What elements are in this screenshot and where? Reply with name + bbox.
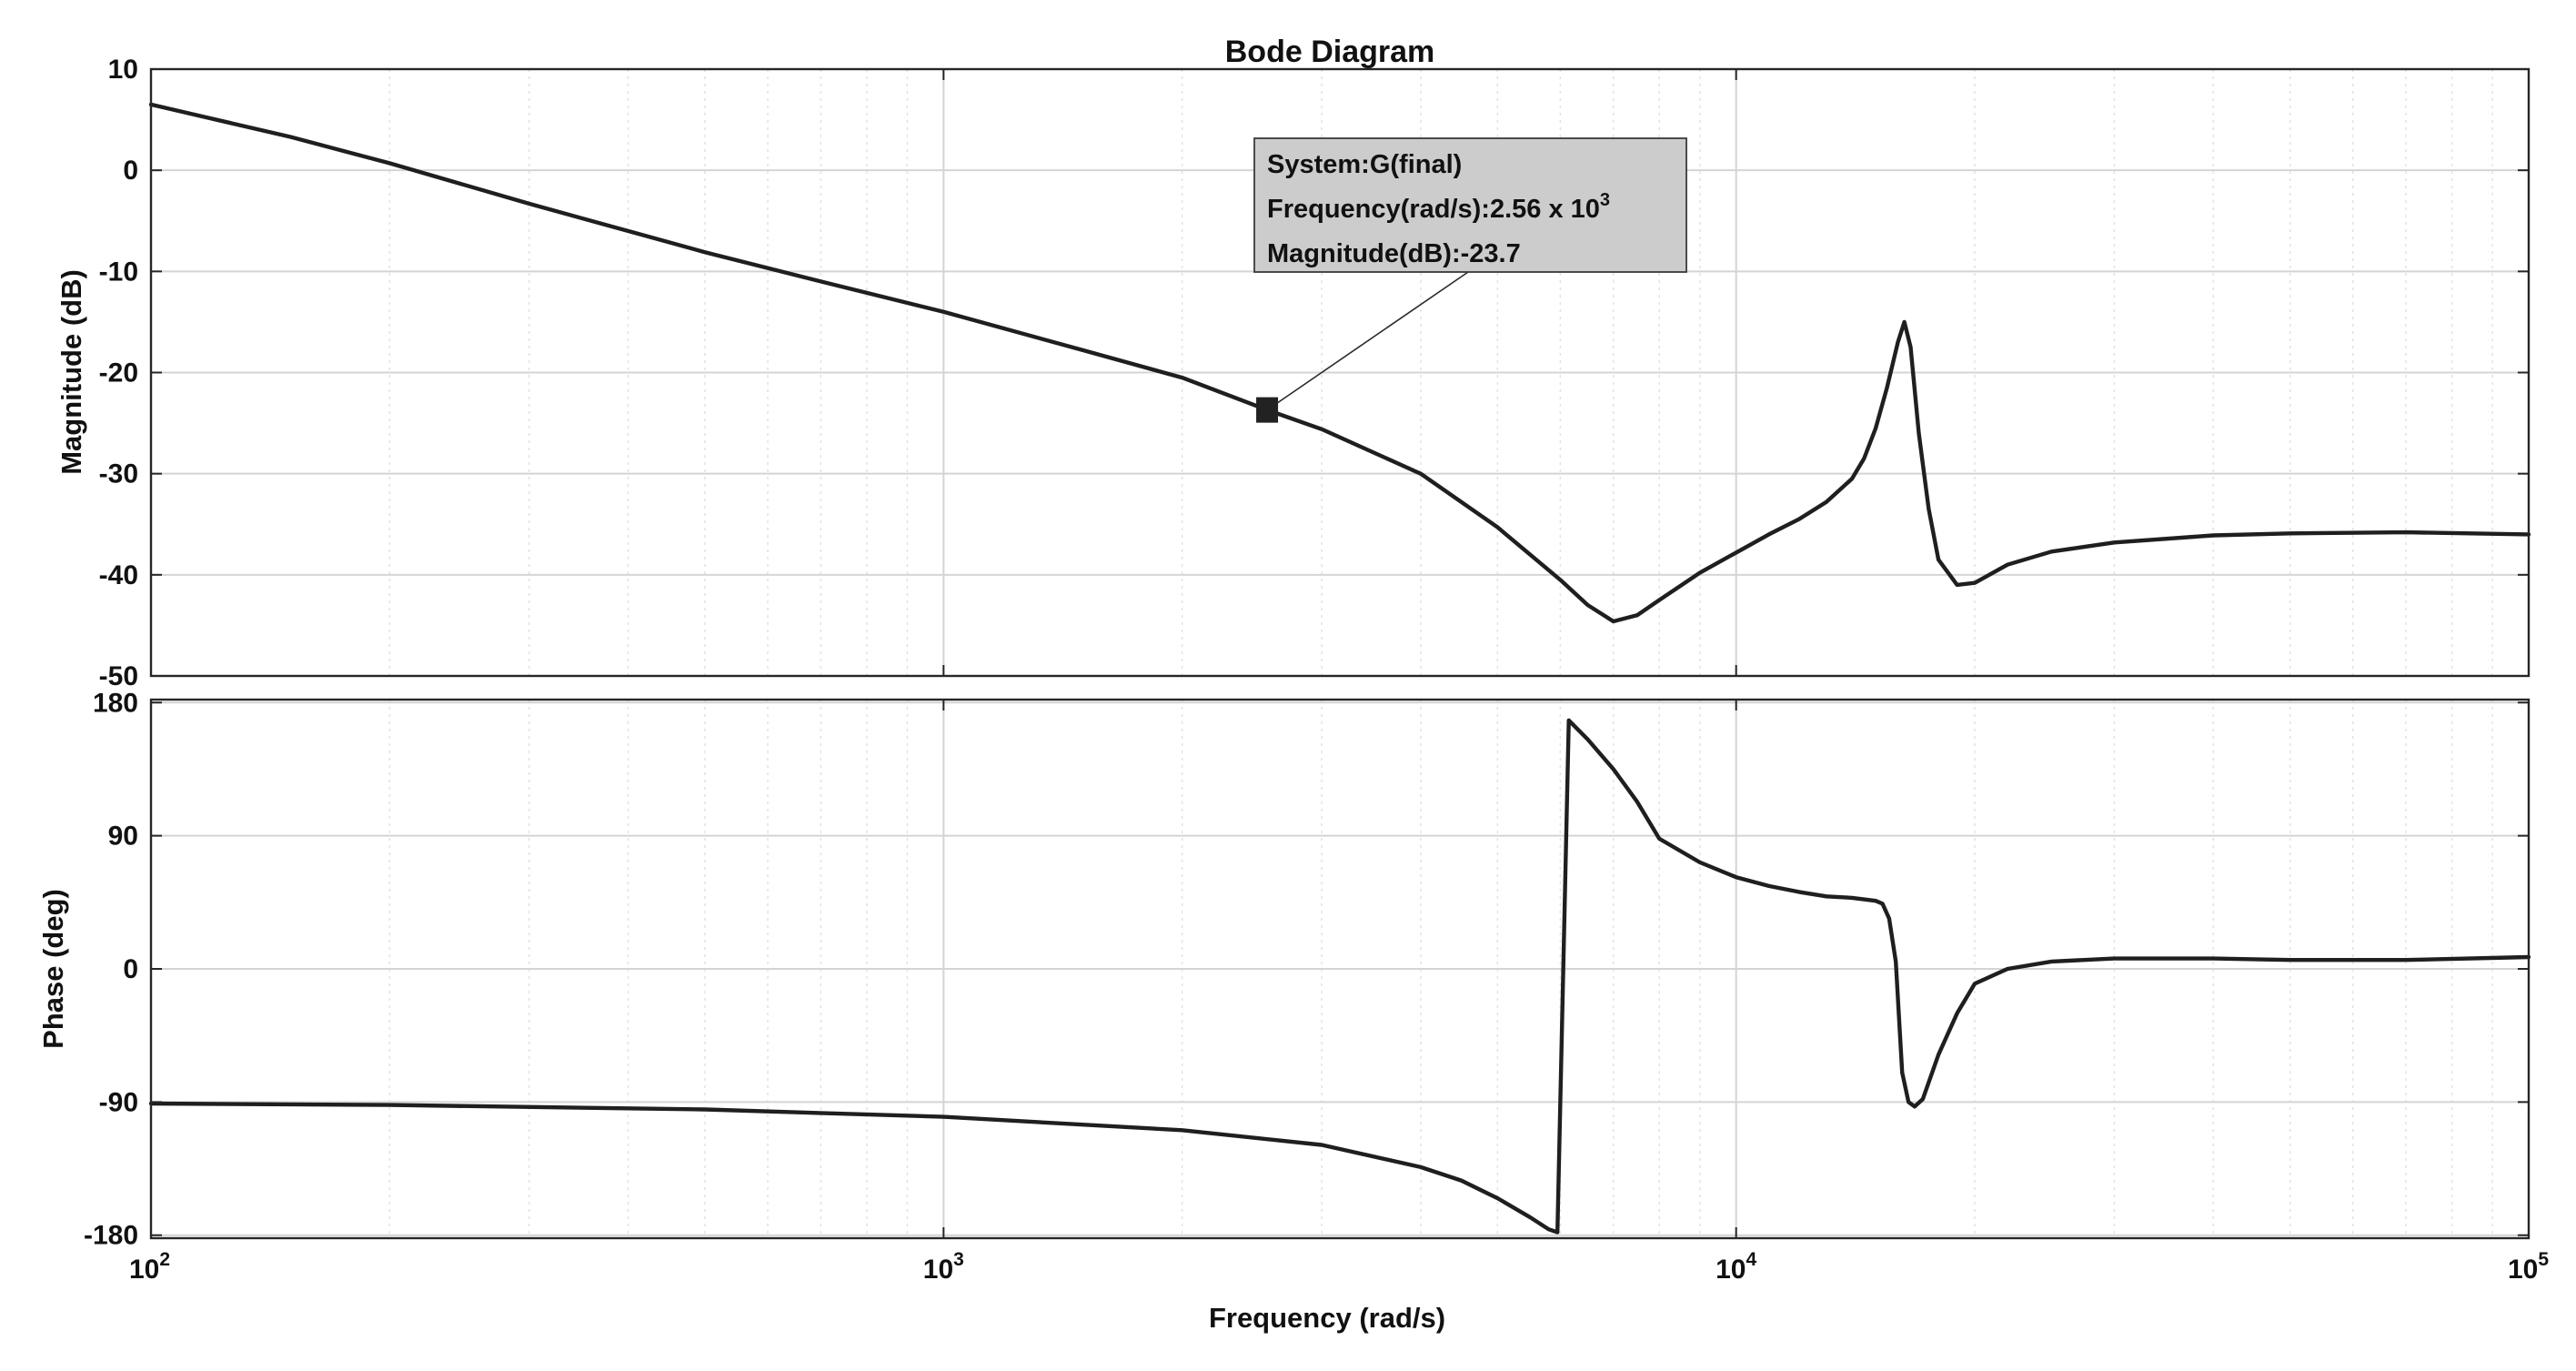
magnitude-datatip[interactable]: System:G(final) Frequency(rad/s):2.56 x 1… — [1253, 137, 1687, 423]
ph-y-tick-label: -90 — [99, 1087, 138, 1117]
datatip-box — [1253, 137, 1687, 273]
datatip-marker — [1256, 397, 1279, 423]
x-tick-label: 102 — [129, 1249, 170, 1285]
phase-y-axis-label: Phase (deg) — [37, 889, 69, 1049]
phase-grid — [150, 700, 2530, 1238]
frequency-x-ticks: 102 103 104 105 — [129, 1249, 2549, 1285]
x-tick-label: 104 — [1716, 1249, 1756, 1285]
magnitude-y-ticks: 10 0 -10 -20 -30 -40 -50 — [99, 55, 2530, 691]
mag-y-tick-label: -20 — [99, 358, 138, 388]
phase-y-ticks: 180 90 0 -90 -180 — [84, 688, 2530, 1251]
datatip-system: System:G(final) — [1267, 150, 1462, 179]
mag-y-tick-label: 10 — [108, 55, 138, 85]
datatip-magnitude: Magnitude(dB):-23.7 — [1267, 239, 1521, 268]
datatip-frequency: Frequency(rad/s):2.56 x 103 — [1267, 190, 1610, 224]
mag-y-tick-label: -50 — [99, 661, 138, 691]
ph-y-tick-label: 0 — [123, 954, 138, 984]
phase-panel: 180 90 0 -90 -180 Phase (deg) — [37, 688, 2531, 1251]
chart-title: Bode Diagram — [1225, 35, 1435, 69]
datatip-leader-line — [1266, 271, 1469, 411]
ph-y-tick-label: 180 — [93, 688, 138, 718]
ph-y-tick-label: -180 — [84, 1221, 138, 1251]
magnitude-y-axis-label: Magnitude (dB) — [55, 269, 87, 475]
x-tick-label: 103 — [923, 1249, 964, 1285]
mag-y-tick-label: -40 — [99, 560, 138, 590]
mag-y-tick-label: -30 — [99, 459, 138, 489]
mag-y-tick-label: 0 — [123, 156, 138, 186]
mag-y-tick-label: -10 — [99, 257, 138, 287]
magnitude-panel: 10 0 -10 -20 -30 -40 -50 Magnitude (dB) System… — [55, 55, 2531, 691]
magnitude-series-line — [148, 102, 2531, 624]
phase-series-line — [148, 718, 2531, 1235]
ph-y-tick-label: 90 — [108, 822, 138, 852]
x-tick-label: 105 — [2508, 1249, 2549, 1285]
x-axis-label: Frequency (rad/s) — [1209, 1302, 1445, 1334]
